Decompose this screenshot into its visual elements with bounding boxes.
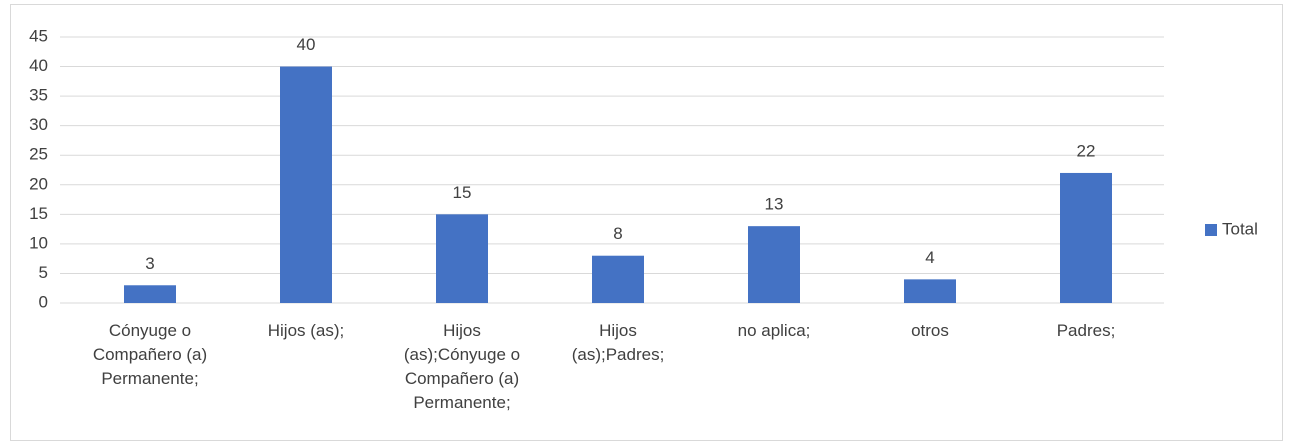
- y-tick-label: 40: [29, 56, 48, 75]
- bar: [904, 279, 956, 303]
- bar: [124, 285, 176, 303]
- data-label: 40: [297, 35, 316, 54]
- bar: [436, 214, 488, 303]
- y-tick-label: 15: [29, 204, 48, 223]
- y-tick-label: 5: [39, 263, 48, 282]
- x-tick-label: Cónyuge o Compañero (a) Permanente;: [92, 321, 208, 388]
- y-tick-label: 0: [39, 292, 48, 311]
- x-tick-label: Hijos (as);: [267, 321, 345, 340]
- y-tick-label: 30: [29, 115, 48, 134]
- x-tick-label: Hijos (as);Cónyuge o Compañero (a) Perma…: [403, 321, 521, 412]
- data-label: 15: [453, 183, 472, 202]
- y-tick-label: 35: [29, 86, 48, 105]
- data-label: 22: [1077, 141, 1096, 160]
- bar: [592, 255, 644, 303]
- data-label: 13: [765, 195, 784, 214]
- data-label: 4: [925, 248, 934, 267]
- legend-swatch: [1205, 224, 1217, 236]
- x-tick-label: no aplica;: [737, 321, 811, 340]
- x-tick-label: Hijos (as);Padres;: [571, 321, 665, 364]
- y-tick-label: 10: [29, 233, 48, 252]
- data-label: 3: [145, 254, 154, 273]
- x-tick-label: otros: [911, 321, 949, 340]
- legend-label: Total: [1222, 219, 1258, 238]
- chart-border: [10, 4, 1283, 441]
- y-tick-label: 20: [29, 174, 48, 193]
- bar: [1060, 172, 1112, 303]
- y-tick-label: 45: [29, 26, 48, 45]
- data-label: 8: [613, 224, 622, 243]
- x-tick-label: Padres;: [1056, 321, 1116, 340]
- bar: [280, 66, 332, 303]
- y-tick-label: 25: [29, 145, 48, 164]
- bar: [748, 226, 800, 303]
